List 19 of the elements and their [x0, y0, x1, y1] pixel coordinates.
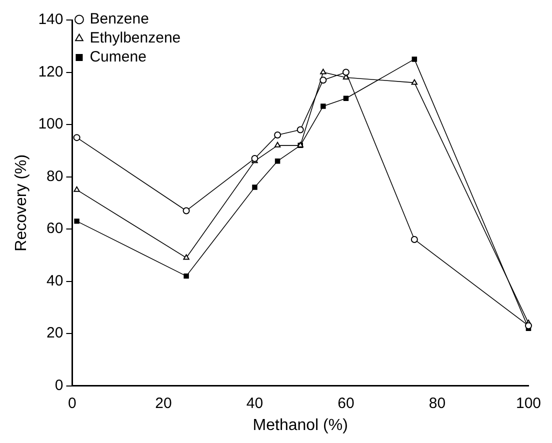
x-tick-label: 60	[338, 394, 354, 412]
y-tick-label: 140	[38, 11, 64, 28]
x-axis-title: Methanol (%)	[252, 416, 348, 434]
y-tick-label: 60	[46, 220, 64, 238]
x-tick-label: 40	[246, 394, 264, 412]
x-tick-label: 100	[516, 394, 541, 412]
legend-label: Cumene	[90, 48, 146, 66]
x-tick-label: 0	[68, 394, 76, 412]
x-tick-label: 80	[428, 394, 446, 412]
y-tick-label: 40	[46, 272, 64, 290]
y-tick-label: 100	[38, 116, 64, 133]
y-tick-label: 120	[38, 63, 64, 80]
y-tick-label: 80	[46, 168, 64, 185]
y-tick-label: 20	[46, 324, 64, 342]
y-axis-title: Recovery (%)	[13, 154, 30, 252]
y-tick-label: 0	[54, 376, 64, 394]
legend-label: Ethylbenzene	[90, 30, 181, 47]
legend-label: Benzene	[90, 10, 149, 28]
x-tick-label: 20	[155, 394, 172, 412]
